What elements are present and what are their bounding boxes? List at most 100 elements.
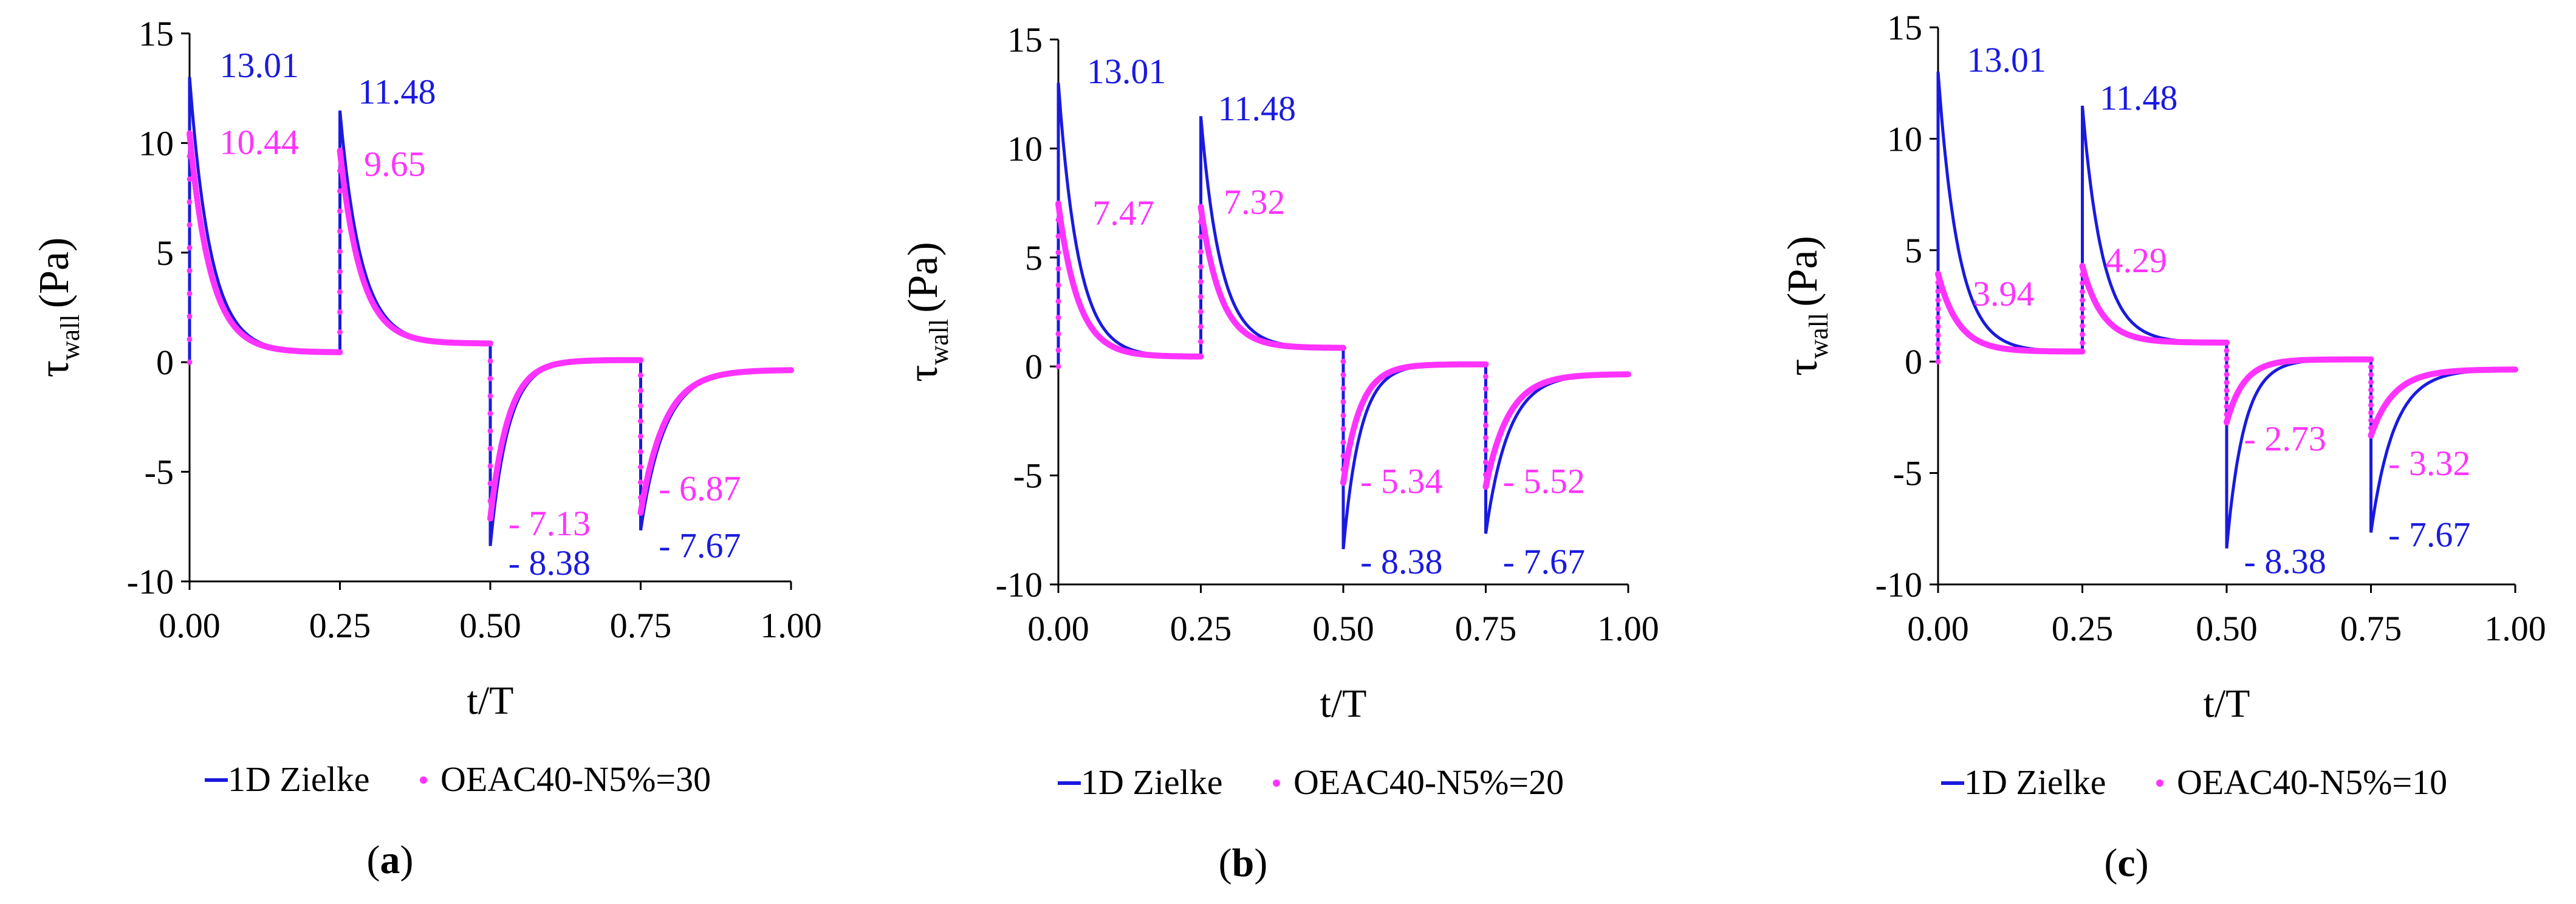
y-label-unit: (Pa) [1780,236,1826,307]
data-point-model [638,464,643,470]
data-point-model [2080,332,2085,338]
panel-label: (a) [367,838,414,882]
data-point-model [187,337,193,343]
data-point-model [1055,363,1061,369]
data-point-model [1340,345,1346,351]
data-point-model [187,268,193,274]
legend-label-model: OEAC40-N5%=20 [1293,762,1564,802]
chart-panel-b: -10 -5 0 5 10 15 0.00 0.25 0.50 0.75 1.00 t/T τwall (… [900,20,1659,885]
data-label-zielke: 13.01 [1087,52,1166,91]
data-point-model [337,309,343,315]
x-tick-label: 0.75 [2340,609,2402,648]
y-axis-label: τwall (Pa) [31,238,85,378]
y-tick-label: -10 [127,562,174,601]
data-point-model [337,329,343,335]
x-tick-label: 1.00 [1597,609,1659,648]
y-label-subscript: wall [55,314,85,360]
data-label-model: - 7.13 [509,504,591,543]
data-point-model [1198,279,1204,285]
y-label-tau: τ [31,360,78,377]
data-point-model [1483,459,1488,465]
data-label-model: - 3.32 [2388,443,2470,483]
data-point-model [1055,347,1061,353]
data-label-model: 7.32 [1224,182,1286,222]
data-point-model [1935,289,1941,295]
panel-label-open: ( [1219,841,1232,885]
data-point-model [1483,422,1488,428]
data-label-model: - 5.34 [1360,461,1442,501]
data-point-model [1483,410,1488,416]
y-tick-label: 5 [1905,231,1922,270]
x-axis-label: t/T [467,679,514,723]
y-tick-label: 5 [156,233,174,273]
data-point-model [2224,372,2230,378]
y-tick-label: 0 [1025,347,1043,386]
y-label-subscript: wall [924,319,954,365]
data-point-model [1340,426,1346,432]
y-tick-label: -10 [1875,565,1922,604]
data-point-model [1483,435,1488,441]
series-points-model [1935,262,2518,439]
data-point-model [337,188,343,194]
data-point-model [638,372,643,378]
data-point-model [337,289,343,295]
y-tick-label: 15 [139,14,174,53]
y-tick-label: 10 [139,123,174,163]
data-point-model [487,481,493,487]
legend-swatch-model [420,776,427,784]
data-point-model [2224,348,2230,354]
y-axis-label: τwall (Pa) [1780,236,1834,376]
y-tick-label: 10 [1007,129,1043,168]
data-label-zielke: - 7.67 [2388,515,2470,554]
data-point-model [2224,388,2230,394]
data-point-model [1625,371,1631,378]
panel-label: (c) [2104,841,2148,885]
data-point-model [187,199,193,205]
data-point-model [638,388,643,394]
y-axis-label: τwall (Pa) [900,242,954,382]
x-tick-label: 0.25 [2052,609,2114,648]
data-label-model: - 5.52 [1503,461,1585,501]
panel-label-close: ) [400,838,414,882]
data-label-zielke: - 7.67 [659,526,741,565]
data-label-zielke: 11.48 [358,72,436,111]
data-point-model [187,222,193,228]
data-point-model [638,357,643,363]
data-point-model [2368,379,2374,385]
data-point-model [2368,364,2374,370]
panel-label-close: ) [2136,841,2149,885]
x-tick-label: 0.25 [1170,609,1232,648]
panel-label-letter: b [1232,841,1255,885]
x-tick-label: 1.00 [2484,609,2546,648]
data-label-zielke: 11.48 [1218,89,1296,128]
data-point-model [1935,323,1941,329]
data-point-model [1198,249,1204,255]
y-tick-label: 5 [1025,238,1043,278]
data-point-model [337,349,343,355]
chart-panel-c: -10 -5 0 5 10 15 0.00 0.25 0.50 0.75 1.00 t/T τwall (… [1780,8,2546,885]
data-point-model [1198,309,1204,315]
data-point-model [2224,363,2230,369]
data-label-model: 10.44 [220,122,300,162]
x-tick-label: 0.25 [309,606,371,645]
data-point-model [1055,233,1061,239]
data-point-model [1483,447,1488,453]
data-point-model [2368,394,2374,400]
data-point-model [1935,306,1941,312]
data-point-model [187,290,193,296]
data-label-model: 9.65 [364,144,426,183]
data-point-model [2368,417,2374,423]
data-label-zielke: - 8.38 [1360,542,1442,581]
data-point-model [1198,234,1204,240]
data-point-model [1483,361,1488,368]
data-label-zielke: 11.48 [2100,78,2177,117]
x-axis-label: t/T [2204,682,2250,726]
data-point-model [2080,340,2085,346]
data-point-model [487,428,493,434]
series-points-model [187,130,794,522]
data-point-model [1935,332,1941,338]
data-point-model [2368,357,2374,363]
data-label-zielke: - 8.38 [509,543,591,583]
legend-swatch-model [1273,779,1280,787]
legend-label-zielke: 1D Zielke [1964,762,2106,802]
